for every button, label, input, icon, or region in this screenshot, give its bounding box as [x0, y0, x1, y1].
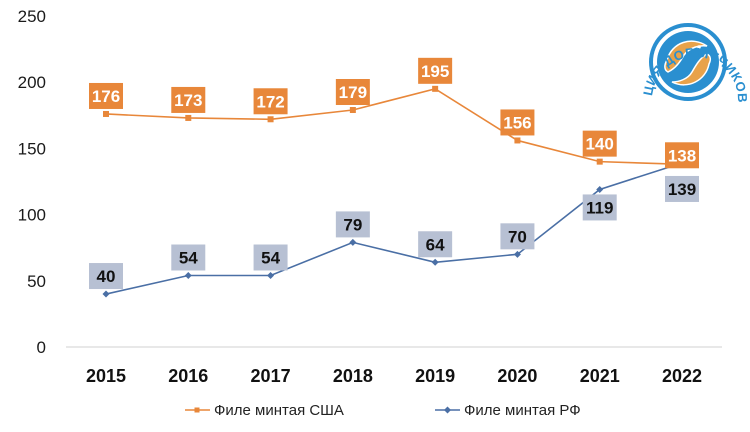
data-label-box-us: [500, 109, 535, 136]
data-point-us: [185, 114, 192, 121]
legend-marker-ru: [444, 406, 451, 414]
data-point-ru: [513, 250, 521, 258]
data-point-ru: [349, 238, 357, 246]
data-label-us: 195: [421, 62, 449, 81]
data-point-ru: [431, 258, 439, 266]
x-tick-label: 2019: [415, 366, 455, 386]
data-label-ru: 119: [586, 198, 613, 217]
data-point-us: [267, 116, 274, 123]
data-label-us: 156: [503, 113, 531, 132]
x-tick-label: 2015: [86, 366, 126, 386]
data-label-box-ru: [418, 231, 453, 258]
data-label-us: 172: [256, 92, 284, 111]
fish-eye-icon: [697, 45, 701, 49]
data-label-ru: 64: [426, 235, 445, 254]
data-point-us: [514, 137, 521, 144]
y-axis: 0 50 100 150 200 250: [18, 7, 46, 357]
data-point-us: [349, 107, 356, 114]
x-axis: 2015 2016 2017 2018 2019 2020 2021 2022: [86, 366, 702, 386]
data-label-us: 176: [92, 87, 120, 106]
data-label-box-us: [253, 88, 288, 115]
data-label-ru: 54: [179, 249, 198, 268]
x-tick-label: 2017: [251, 366, 291, 386]
legend-item-ru: Филе минтая РФ: [435, 402, 581, 419]
data-label-ru: 70: [508, 227, 527, 246]
data-label-box-ru: [665, 175, 699, 202]
fish-icon: [664, 40, 708, 73]
data-label-box-us: [582, 130, 617, 157]
data-label-us: 179: [339, 83, 367, 102]
data-labels: 176 173 172 179 195 156 140 138 40 54 54 79 64 70 119 1…: [89, 57, 699, 290]
data-label-ru: 54: [261, 249, 280, 268]
data-label-box-ru: [89, 263, 123, 290]
data-label-ru: 79: [343, 215, 362, 234]
data-point-us: [432, 85, 439, 92]
logo-inner: [657, 31, 719, 93]
y-tick-label: 50: [27, 272, 46, 291]
data-label-box-ru: [335, 211, 370, 238]
y-tick-label: 0: [37, 338, 46, 357]
data-label-box-ru: [253, 244, 288, 271]
legend-label-ru: Филе минтая РФ: [464, 402, 581, 419]
data-label-box-us: [89, 82, 123, 109]
legend-label-us: Филе минтая США: [214, 402, 344, 419]
series-line-us: [105, 87, 683, 166]
legend-marker-us: [194, 407, 200, 413]
fish-icon-2: [671, 53, 712, 86]
x-tick-label: 2018: [333, 366, 373, 386]
legend-item-us: Филе минтая США: [185, 402, 344, 419]
data-label-ru: 40: [97, 267, 116, 286]
data-point-ru: [596, 185, 604, 193]
data-label-box-ru: [582, 194, 617, 221]
y-tick-label: 200: [18, 73, 46, 92]
data-label-box-ru: [500, 223, 535, 250]
data-point-us: [103, 110, 109, 117]
legend: Филе минтая США Филе минтая РФ: [185, 402, 581, 419]
data-point-ru: [267, 272, 275, 280]
data-point-us: [596, 158, 603, 165]
x-tick-label: 2016: [168, 366, 208, 386]
y-tick-label: 250: [18, 7, 46, 26]
data-point-ru: [184, 272, 192, 280]
data-label-box-us: [418, 57, 453, 84]
data-label-ru: 139: [668, 180, 696, 199]
x-tick-label: 2022: [662, 366, 702, 386]
series-line-ru: [105, 162, 683, 295]
y-tick-label: 100: [18, 206, 46, 225]
x-tick-label: 2020: [497, 366, 537, 386]
x-tick-label: 2021: [580, 366, 620, 386]
data-label-us: 173: [174, 91, 202, 110]
data-point-ru: [102, 290, 110, 298]
data-label-box-ru: [171, 244, 206, 271]
data-label-us: 140: [586, 135, 614, 154]
data-label-us: 138: [668, 146, 696, 165]
data-label-box-us: [665, 142, 699, 169]
data-label-box-us: [335, 79, 370, 106]
y-tick-label: 150: [18, 139, 46, 158]
data-label-box-us: [171, 86, 206, 113]
